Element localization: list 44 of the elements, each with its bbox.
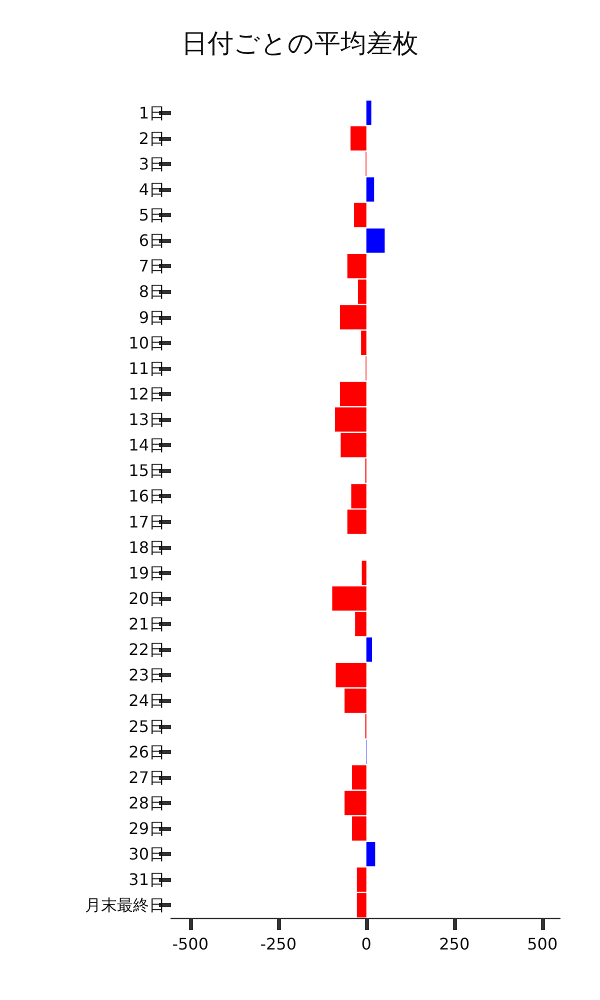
y-tick-label: 29日 [128,819,165,838]
y-tick-label: 16日 [128,486,165,506]
y-tick-label: 25日 [128,716,165,736]
x-tick-label: 250 [439,934,470,954]
y-tick-label: 6日 [138,231,165,250]
y-tick-label: 28日 [128,793,165,812]
y-tick-label: 26日 [128,742,165,762]
y-tick-label: 3日 [138,154,165,174]
y-tick-label: 18日 [128,538,165,557]
y-tick-label: 7日 [138,256,165,276]
y-tick-label: 1日 [138,103,165,122]
y-tick-label: 4日 [138,180,165,199]
y-tick-label: 10日 [128,333,165,352]
y-tick-label: 21日 [128,614,165,634]
y-tick-label: 20日 [128,588,165,608]
bar [354,202,366,228]
bar [366,100,372,125]
y-tick-label: 8日 [138,282,165,302]
x-tick-label: 0 [361,934,372,954]
y-tick-label: 12日 [128,384,165,404]
y-tick-label: 14日 [128,436,165,455]
bar [366,177,374,202]
bar [366,228,385,253]
y-tick-label: 27日 [128,768,165,787]
y-tick-label: 5日 [138,206,165,225]
y-tick-label: 30日 [128,844,165,864]
y-tick-label: 31日 [128,870,165,890]
y-tick-label: 22日 [128,640,165,660]
x-tick-label: -250 [260,934,297,954]
y-tick-label: 月末最終日 [85,896,165,915]
y-tick-label: 15日 [128,461,165,480]
y-tick-label: 2日 [138,128,165,148]
y-tick-label: 17日 [128,512,165,532]
y-tick-label: 24日 [128,691,165,710]
y-tick-label: 19日 [128,563,165,582]
y-tick-label: 9日 [138,308,165,327]
y-tick-label: 13日 [128,410,165,430]
y-tick-label: 11日 [128,358,165,378]
chart-title: 日付ごとの平均差枚 [182,29,418,59]
x-tick-label: 500 [527,934,558,954]
y-tick-label: 23日 [128,666,165,685]
bar [366,637,372,662]
x-tick-label: -500 [172,934,209,954]
bar [366,842,376,866]
